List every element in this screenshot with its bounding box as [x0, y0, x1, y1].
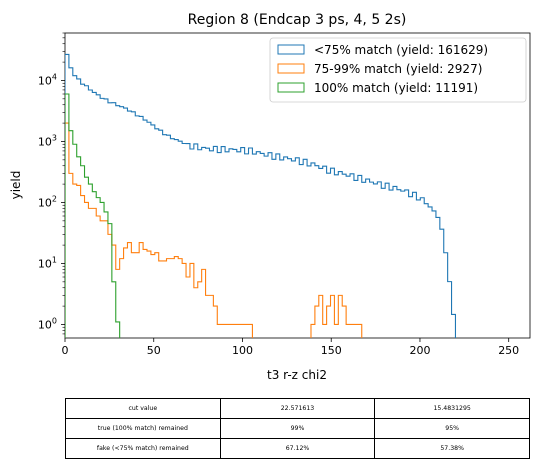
table-cell: 99%: [219, 418, 376, 439]
series-line-100-match: [65, 93, 121, 338]
series-line-lt75-match: [65, 53, 457, 338]
legend-swatch: [277, 63, 305, 74]
table-row: true (100% match) remained 99% 95%: [65, 418, 530, 439]
table-row: cut value 22.571613 15.4831295: [65, 398, 530, 419]
legend-entry: 75-99% match (yield: 2927): [314, 62, 482, 76]
chart-title: Region 8 (Endcap 3 ps, 4, 5 2s): [188, 12, 407, 28]
table-cell: 57.38%: [374, 438, 530, 459]
x-tick-label: 100: [232, 344, 253, 357]
y-tick-label: 104: [38, 72, 57, 87]
table-cell: 95%: [374, 418, 530, 439]
y-axis-label: yield: [9, 171, 23, 200]
legend-swatch: [277, 82, 305, 93]
table-cell: cut value: [65, 398, 221, 419]
table-cell: fake (<75% match) remained: [65, 438, 221, 459]
table-cell: 22.571613: [219, 398, 376, 419]
x-tick-label: 50: [147, 344, 161, 357]
x-tick-label: 250: [498, 344, 519, 357]
histogram-figure: Region 8 (Endcap 3 ps, 4, 5 2s) 0 50 100 15…: [9, 12, 531, 382]
legend: <75% match (yield: 161629) 75-99% match (…: [269, 37, 527, 103]
y-tick-label: 103: [38, 133, 57, 148]
x-tick-label: 200: [409, 344, 430, 357]
series-line-75-99-match: [65, 122, 363, 338]
table-cell: 67.12%: [219, 438, 376, 459]
legend-entry: <75% match (yield: 161629): [314, 43, 488, 57]
x-axis-label: t3 r-z chi2: [267, 368, 327, 382]
y-tick-label: 100: [38, 316, 57, 331]
y-tick-label: 102: [38, 194, 57, 209]
legend-swatch: [277, 44, 305, 55]
legend-box: [269, 37, 527, 103]
x-tick-label: 150: [321, 344, 342, 357]
table-cell: 15.4831295: [374, 398, 530, 419]
legend-entry: 100% match (yield: 11191): [314, 81, 478, 95]
y-tick-label: 101: [38, 255, 57, 270]
x-tick-label: 0: [62, 344, 69, 357]
table-cell: true (100% match) remained: [65, 418, 221, 439]
cut-table: cut value 22.571613 15.4831295 true (100% m…: [65, 398, 530, 459]
table-row: fake (<75% match) remained 67.12% 57.38%: [65, 438, 530, 459]
